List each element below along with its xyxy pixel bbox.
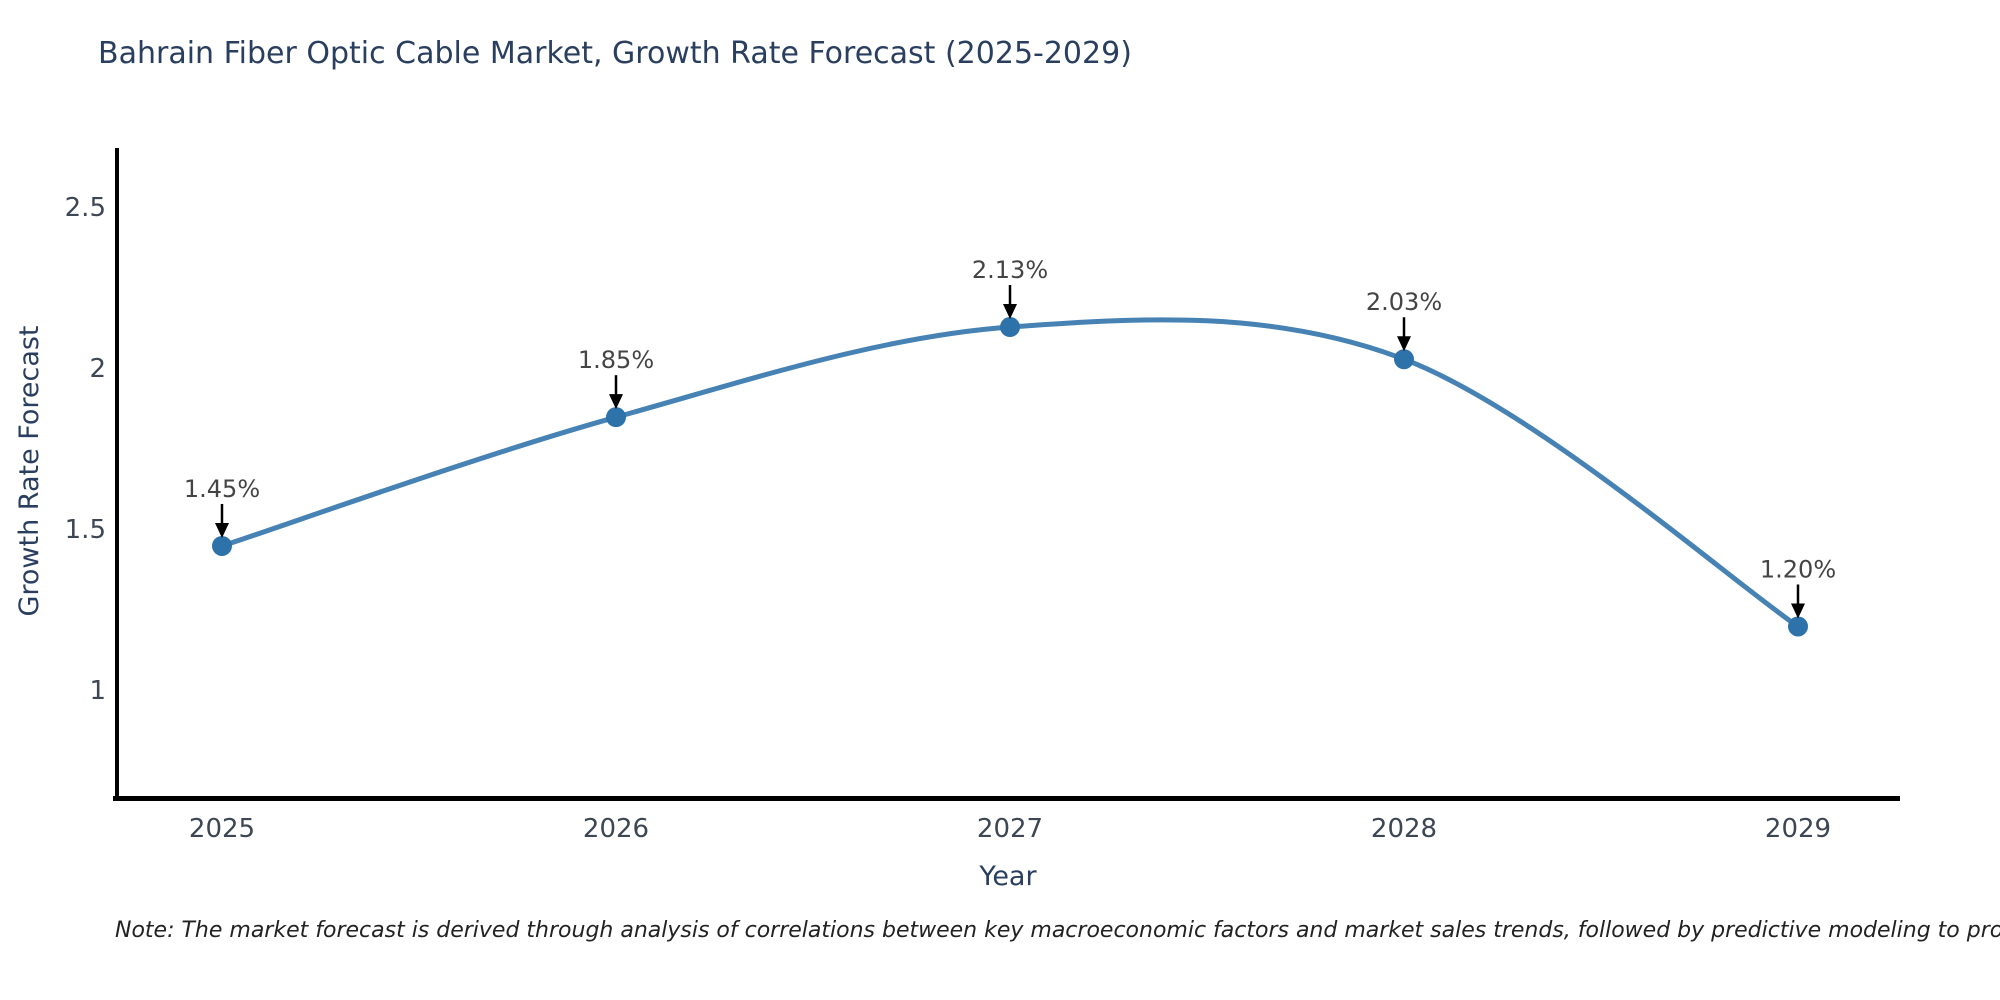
y-axis-title: Growth Rate Forecast: [14, 325, 45, 617]
y-tick-label: 1.5: [65, 515, 106, 545]
annotation-arrowhead-icon: [609, 394, 623, 410]
data-point-marker: [1788, 616, 1808, 637]
point-value-label: 1.85%: [578, 346, 654, 374]
point-value-label: 2.03%: [1366, 288, 1442, 316]
y-tick-label: 2: [89, 354, 106, 384]
annotation-arrowhead-icon: [1791, 603, 1805, 619]
point-value-label: 1.45%: [184, 475, 260, 503]
x-tick-label: 2026: [583, 814, 649, 844]
x-axis-title: Year: [979, 861, 1037, 892]
data-point-marker: [606, 407, 626, 428]
data-point-marker: [1394, 349, 1414, 370]
chart-line: [221, 317, 1800, 629]
chart-title: Bahrain Fiber Optic Cable Market, Growth…: [98, 36, 1132, 71]
annotation-arrowhead-icon: [1397, 336, 1411, 352]
y-tick-label: 2.5: [65, 193, 106, 223]
x-tick-label: 2028: [1371, 814, 1437, 844]
y-axis-line: [115, 148, 119, 801]
point-value-label: 2.13%: [972, 256, 1048, 284]
x-axis-line: [113, 796, 1900, 801]
x-tick-label: 2025: [189, 814, 255, 844]
data-point-marker: [212, 535, 232, 556]
footnote: Note: The market forecast is derived thr…: [115, 918, 2000, 943]
annotation-arrowhead-icon: [1003, 304, 1017, 320]
point-value-label: 1.20%: [1760, 555, 1836, 583]
x-tick-label: 2027: [977, 814, 1043, 844]
annotation-arrowhead-icon: [215, 522, 229, 538]
y-tick-label: 1: [89, 676, 106, 706]
x-tick-label: 2029: [1765, 814, 1831, 844]
data-point-marker: [1000, 317, 1020, 338]
